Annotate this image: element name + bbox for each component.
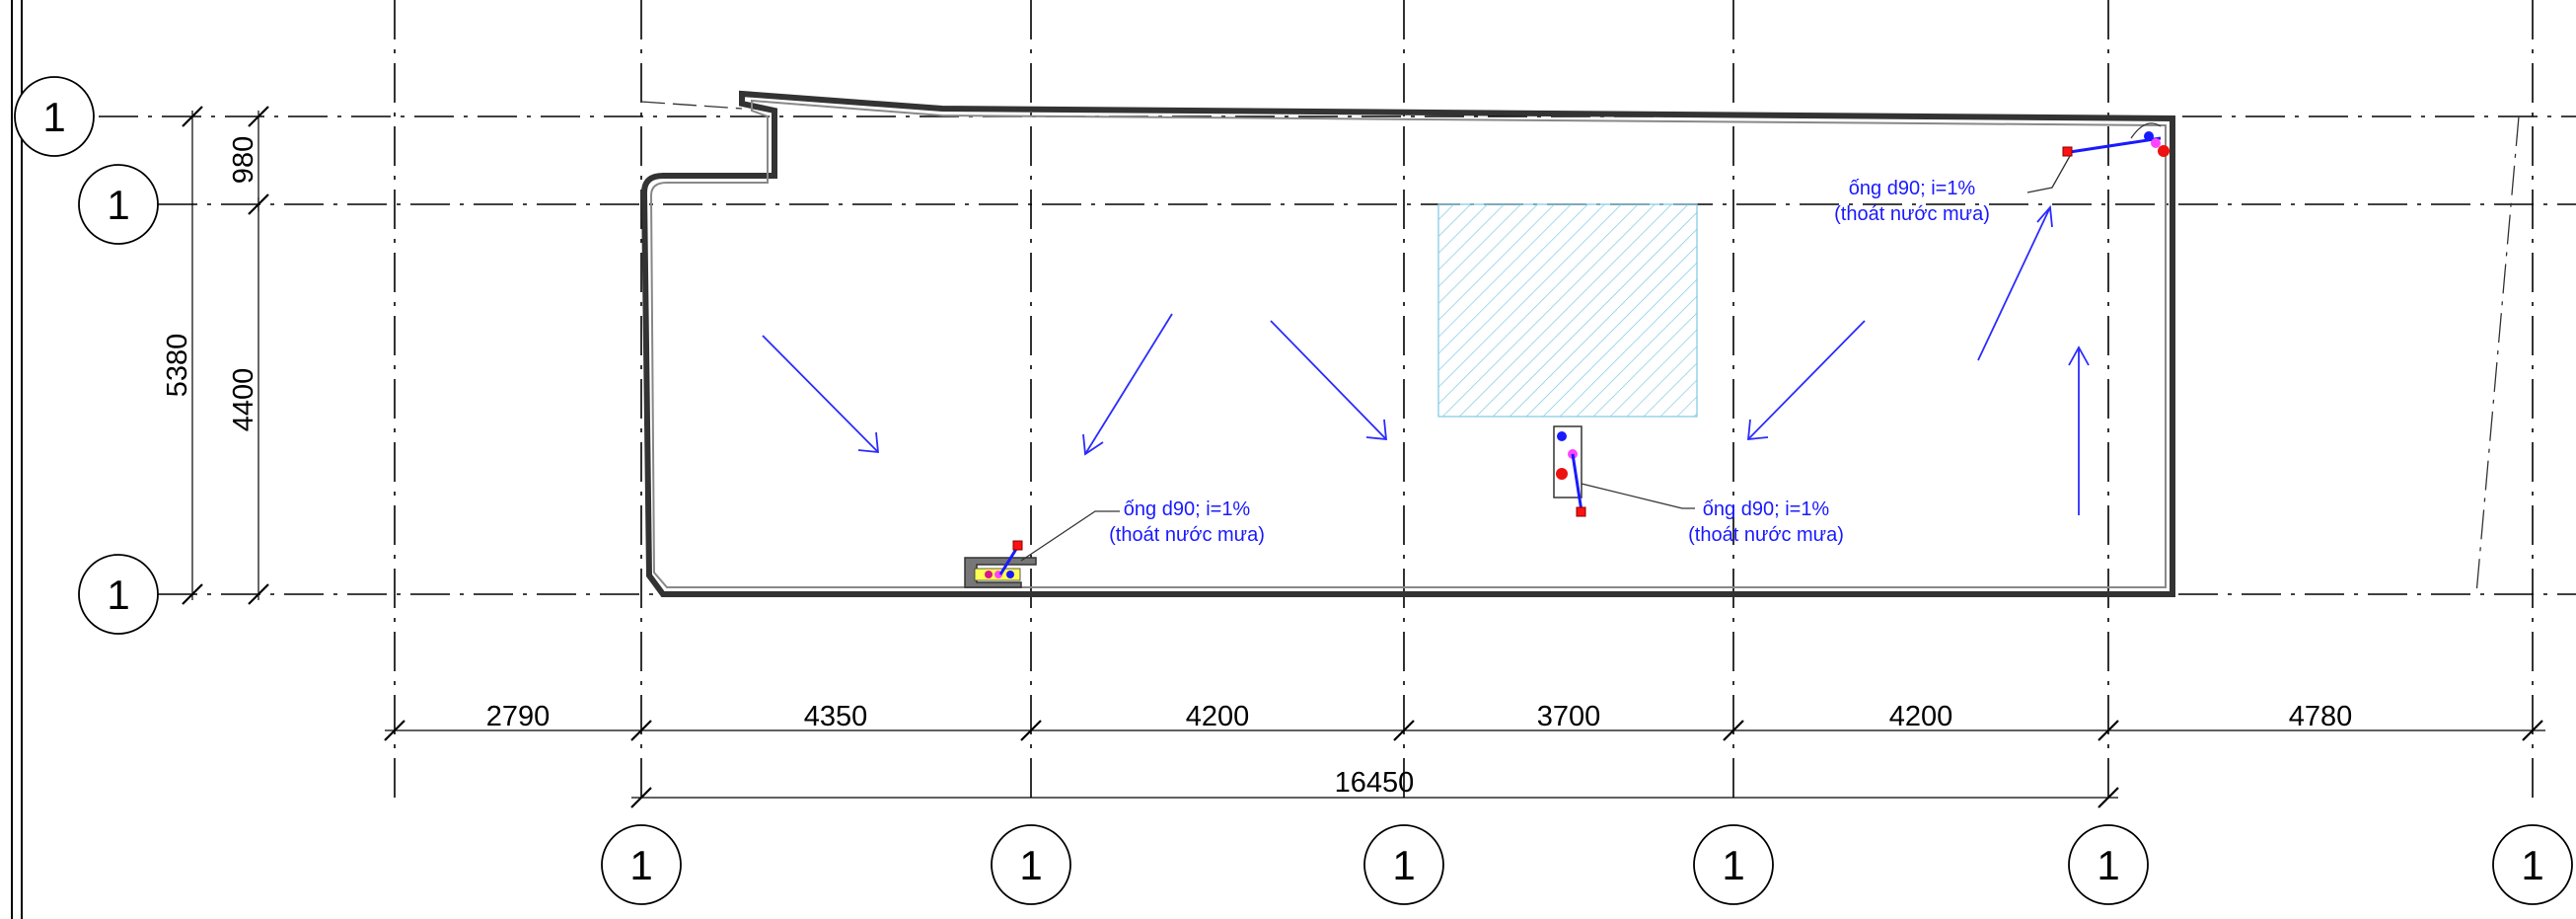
dashed-edge [2475, 115, 2520, 595]
hatched-opening [1437, 203, 1698, 418]
pipe-node [2151, 138, 2161, 148]
pipe-node [2144, 131, 2154, 141]
dashed-edge [640, 101, 743, 110]
pipe-outlet [2062, 146, 2073, 157]
dim-left-outer: 5380 [162, 334, 193, 398]
pipe-outlet [1576, 506, 1586, 517]
dim-seg-2: 4350 [804, 701, 868, 732]
pipe-node [1006, 571, 1014, 578]
dim-seg-3: 4200 [1186, 701, 1250, 732]
pipe-node [1556, 468, 1568, 480]
note-leader [2026, 155, 2071, 193]
drain-pipe [2069, 136, 2162, 154]
dim-left-main: 4400 [228, 368, 259, 432]
roof-wall-inner [649, 99, 2167, 588]
grid-bubble-label: 1 [1392, 842, 1415, 888]
grid-bubble [78, 164, 159, 245]
dim-left-top: 980 [228, 136, 259, 184]
dim-seg-5: 4200 [1889, 701, 1953, 732]
left-dimensions: 5380 980 4400 [162, 106, 269, 605]
note-line1: ống d90; i=1% [1849, 178, 1976, 199]
note-line1: ống d90; i=1% [1124, 498, 1251, 520]
grid-bubble-label: 1 [107, 572, 129, 618]
note-line2: (thoát nước mưa) [1688, 524, 1844, 546]
vertical-axis-bubbles: 1 1 1 1 1 1 [601, 824, 2573, 905]
flow-arrow [1082, 313, 1173, 456]
note-leader [1581, 483, 1695, 509]
drain-marker [2130, 122, 2162, 139]
grid-bubble-label: 1 [629, 842, 652, 888]
dim-total: 16450 [1335, 767, 1415, 799]
grid-bubble [991, 824, 1071, 905]
grid-bubble [2492, 824, 2573, 905]
pipe-node [1557, 431, 1567, 441]
roof-drain [964, 540, 1037, 588]
flow-arrow [1270, 320, 1388, 441]
flow-arrow [762, 335, 880, 454]
grid-bubble [1693, 824, 1774, 905]
note-line1: ống d90; i=1% [1703, 498, 1830, 520]
grid-bubble [601, 824, 682, 905]
grid-bubble-label: 1 [1722, 842, 1744, 888]
flow-arrow [1746, 320, 1866, 441]
roof-wall [640, 90, 2175, 597]
drain-pipe [998, 545, 1020, 575]
dim-seg-1: 2790 [486, 701, 551, 732]
roof-drain [2062, 122, 2170, 157]
flow-arrow [2068, 345, 2090, 515]
pipe-outlet [1012, 540, 1023, 551]
grid-bubble-label: 1 [42, 94, 65, 140]
pipe-node [2158, 145, 2170, 157]
vertical-grid-lines [394, 0, 2534, 798]
note-leader [1020, 510, 1120, 562]
dim-seg-4: 3700 [1537, 701, 1601, 732]
grid-bubble-label: 1 [2521, 842, 2543, 888]
dim-seg-6: 4780 [2289, 701, 2353, 732]
note-line2: (thoát nước mưa) [1834, 203, 1990, 225]
grid-bubble [1363, 824, 1444, 905]
drain-box [1553, 425, 1582, 498]
grid-bubble [78, 554, 159, 635]
pipe-notes: ống d90; i=1% (thoát nước mưa) ống d90; … [1020, 155, 2071, 562]
bottom-dimensions: 2790 4350 4200 3700 4200 4780 16450 [384, 701, 2545, 808]
grid-bubble-label: 1 [107, 182, 129, 228]
note-line2: (thoát nước mưa) [1109, 524, 1265, 546]
drain-sump [964, 557, 1037, 588]
pipe-node [985, 571, 993, 578]
grid-bubble [2068, 824, 2149, 905]
roof-drain [1553, 425, 1586, 517]
drain-pipe [1571, 453, 1583, 512]
grid-bubble [14, 76, 95, 157]
horizontal-axis-bubbles: 1 1 1 [14, 76, 159, 635]
flow-arrow [1977, 204, 2053, 361]
horizontal-grid-lines [99, 115, 2576, 595]
grid-bubble-label: 1 [2097, 842, 2119, 888]
grid-bubble-label: 1 [1019, 842, 1042, 888]
flow-arrows [762, 204, 2090, 515]
roof-outline [640, 90, 2520, 597]
